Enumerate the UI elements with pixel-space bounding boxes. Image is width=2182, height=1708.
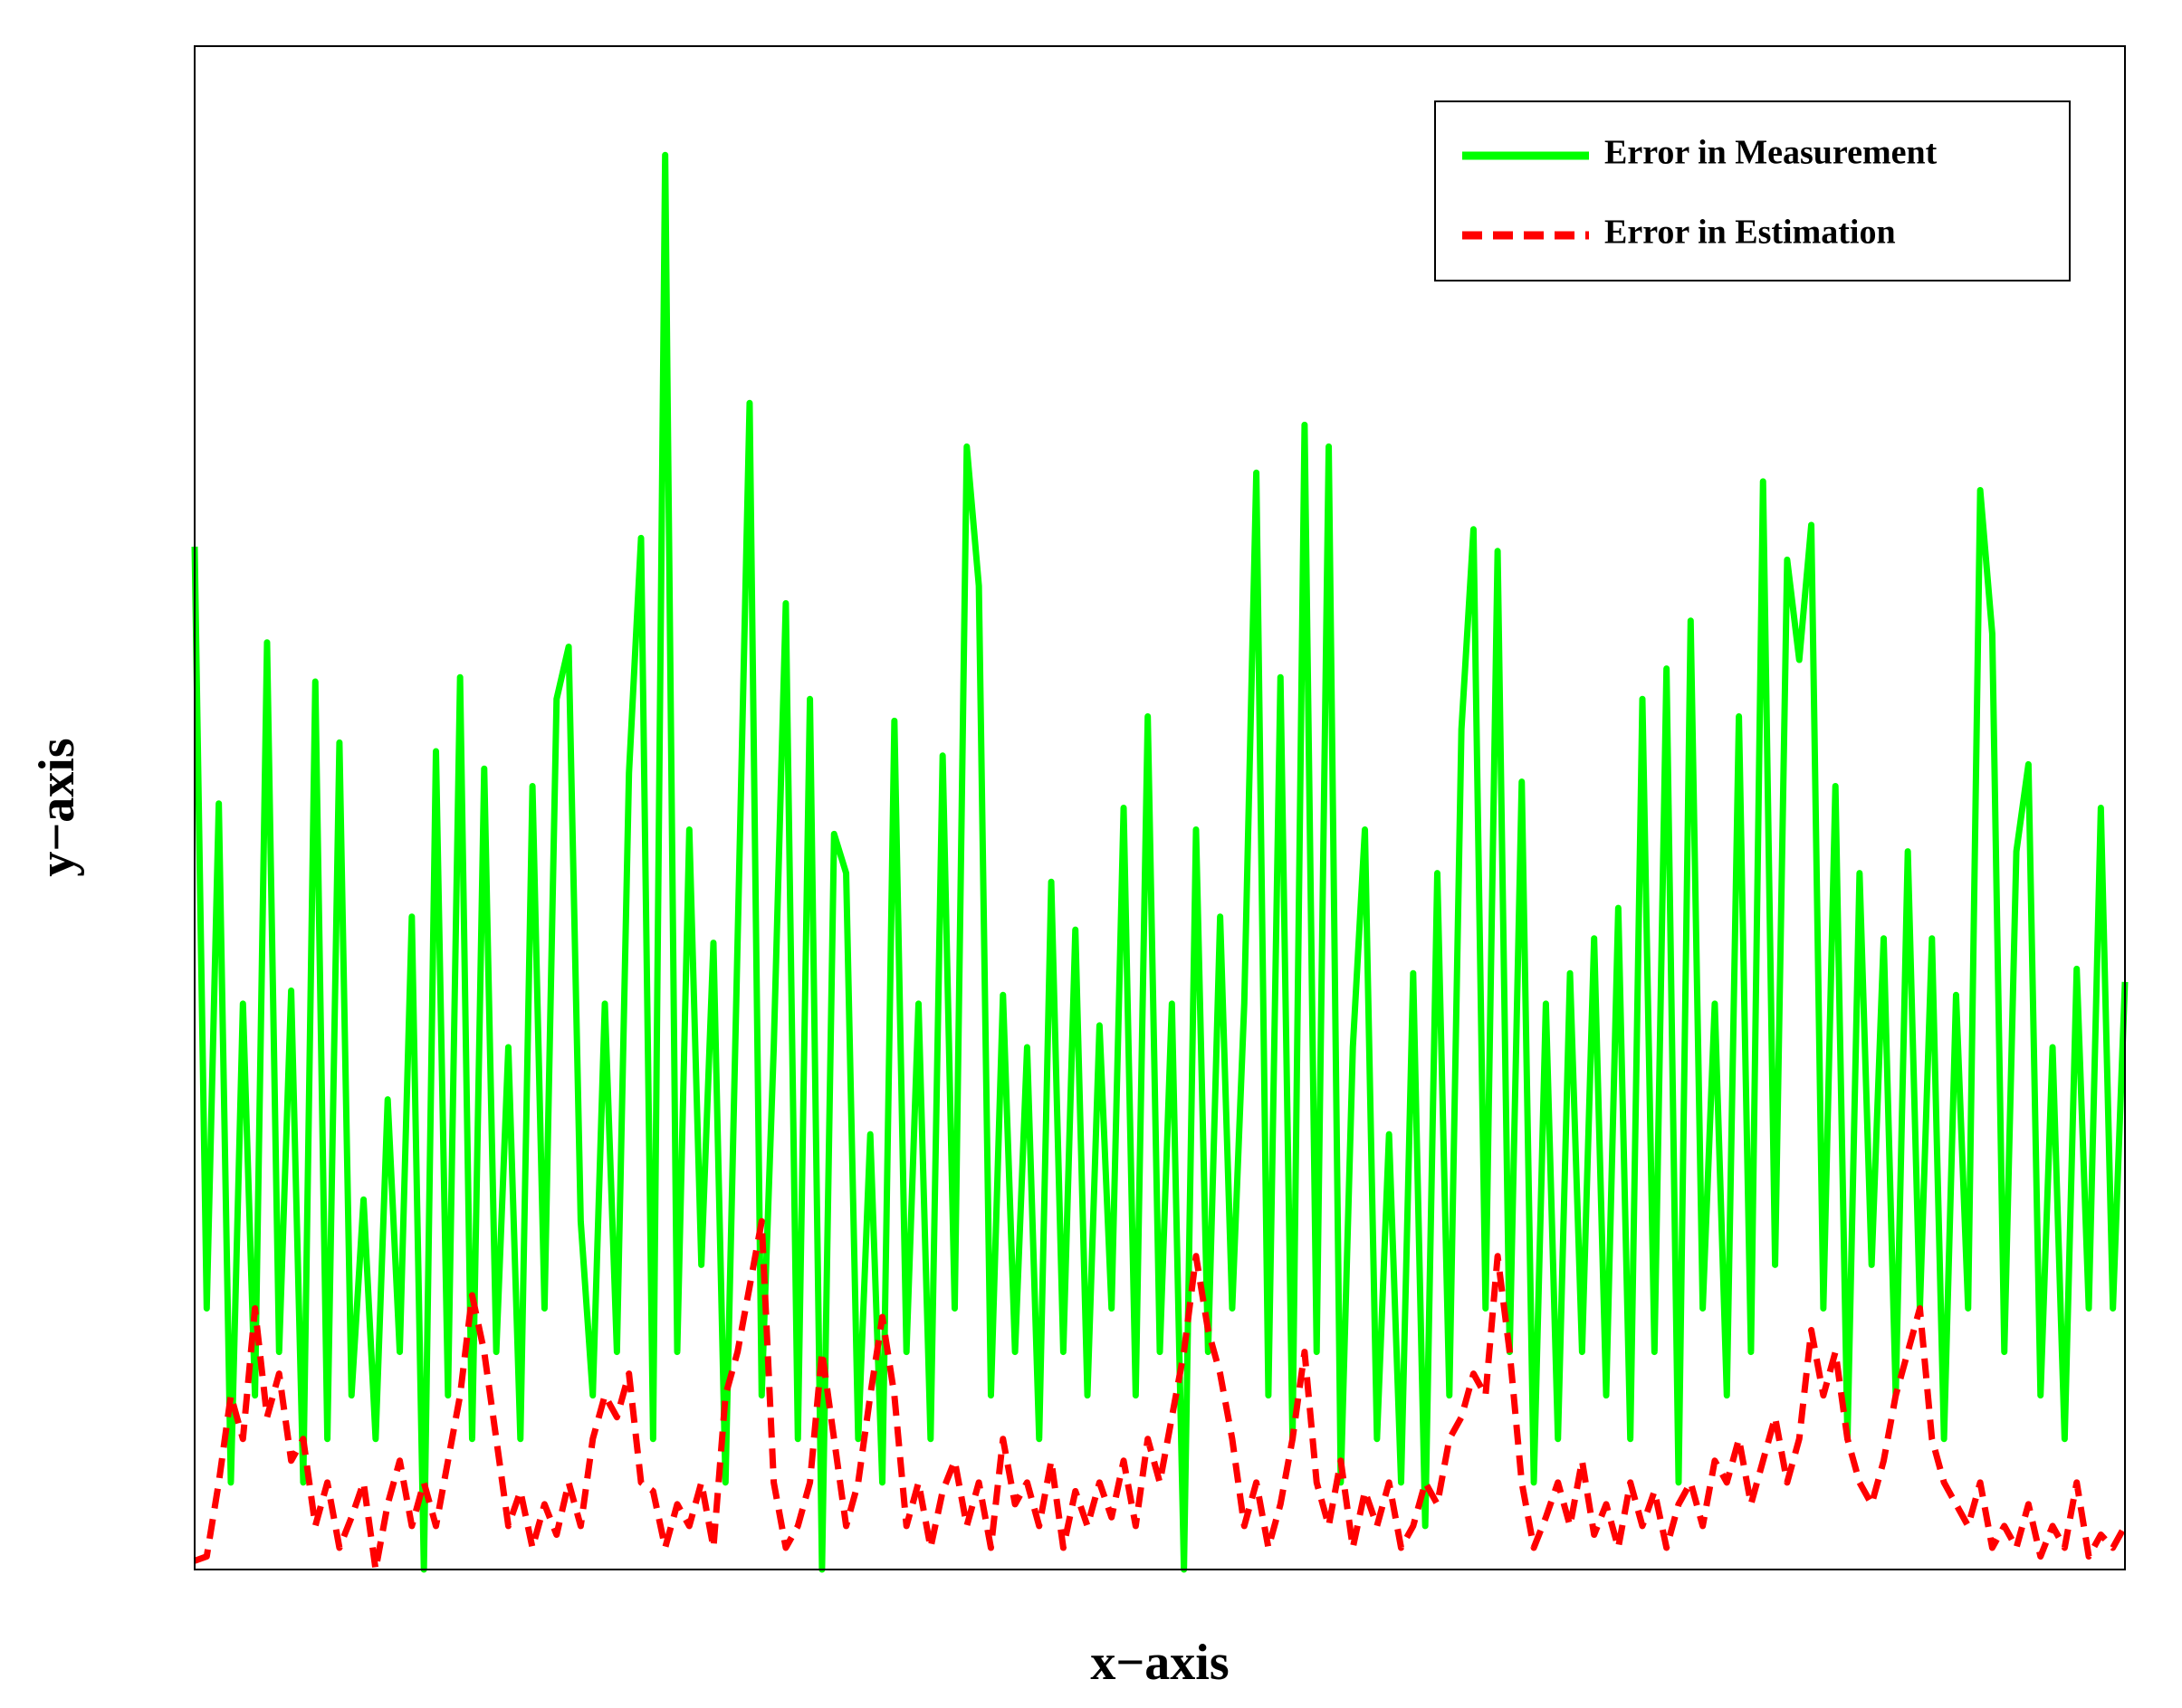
x-axis-label: x−axis — [1090, 1635, 1229, 1691]
plot-frame — [194, 45, 2126, 1570]
legend: Error in Measurement Error in Estimation — [1434, 100, 2071, 281]
y-axis-label: y−axis — [29, 738, 85, 876]
series-line — [191, 151, 2129, 1573]
legend-box — [1434, 100, 2071, 281]
lines — [191, 151, 2129, 1573]
legend-label: Error in Measurement — [1604, 134, 1938, 172]
series-line — [193, 1217, 2129, 1573]
legend-label: Error in Estimation — [1604, 214, 1896, 252]
